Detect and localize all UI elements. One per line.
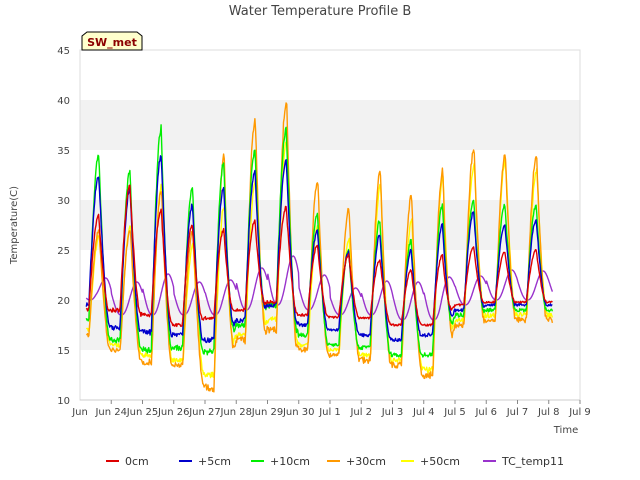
grid-band	[80, 300, 580, 350]
legend-label: 0cm	[125, 455, 149, 468]
legend: 0cm +5cm +10cm +30cm +50cm TC_temp11	[106, 455, 564, 468]
x-tick-label: Jul 9	[568, 407, 591, 418]
x-tick-label: Jun 30	[282, 407, 315, 418]
y-tick-label: 35	[57, 146, 70, 157]
series-line-TCtemp11	[85, 255, 554, 321]
series-lines	[85, 102, 554, 393]
x-tick-label: Jun 28	[219, 407, 252, 418]
legend-label: +50cm	[420, 455, 460, 468]
y-axis-ticks: 10 15 20 25 30 35 40 45	[57, 46, 70, 407]
y-tick-label: 40	[57, 96, 70, 107]
x-tick-label: Jun 29	[251, 407, 284, 418]
y-tick-label: 45	[57, 46, 70, 57]
x-axis-ticks: Jun 24 Jun 25 Jun 26 Jun 27 Jun 28 Jun 29 Jun …	[71, 399, 591, 418]
x-tick-label: Jun 26	[157, 407, 190, 418]
legend-label: TC_temp11	[501, 455, 564, 468]
x-tick-label: Jul 2	[349, 407, 372, 418]
x-tick-label-prefix: Jun	[71, 407, 88, 418]
chart-title: Water Temperature Profile B	[229, 4, 412, 19]
legend-label: +30cm	[346, 455, 386, 468]
series-line-0cm	[85, 184, 553, 328]
x-tick-label: Jul 3	[381, 407, 404, 418]
legend-label: +5cm	[198, 455, 231, 468]
x-tick-label: Jul 1	[318, 407, 341, 418]
station-badge: SW_met	[81, 31, 143, 51]
x-tick-label: Jul 5	[443, 407, 466, 418]
x-tick-label: Jul 4	[412, 407, 435, 418]
y-tick-label: 10	[57, 396, 70, 407]
x-tick-label: Jul 7	[506, 407, 529, 418]
x-axis-label: Time	[553, 425, 578, 436]
y-tick-label: 15	[57, 346, 70, 357]
grid-band	[80, 100, 580, 150]
y-tick-label: 20	[57, 296, 70, 307]
x-tick-label: Jun 24	[94, 407, 127, 418]
station-badge-label: SW_met	[87, 36, 137, 49]
x-tick-label: Jun 25	[126, 407, 159, 418]
y-axis-label: Temperature(C)	[9, 186, 20, 265]
x-tick-label: Jul 6	[474, 407, 497, 418]
grid-band	[80, 350, 580, 400]
grid-band	[80, 50, 580, 100]
legend-label: +10cm	[270, 455, 310, 468]
series-line-5cm	[85, 155, 553, 344]
y-tick-label: 25	[57, 246, 70, 257]
x-tick-label: Jul 8	[537, 407, 560, 418]
y-tick-label: 30	[57, 196, 70, 207]
station-badge-shape	[81, 31, 143, 51]
x-tick-label: Jun 27	[188, 407, 221, 418]
